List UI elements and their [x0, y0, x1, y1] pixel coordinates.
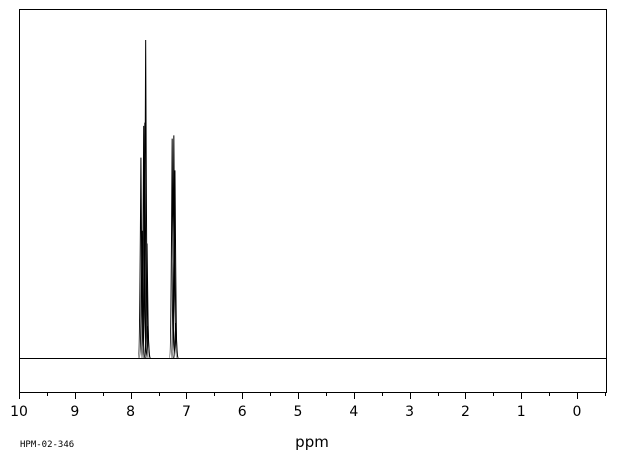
tick-label: 6	[238, 404, 247, 420]
plot-frame	[19, 9, 607, 393]
tick-label: 3	[405, 404, 414, 420]
tick-label: 5	[294, 404, 303, 420]
tick-label: 2	[461, 404, 470, 420]
spectrum-id-code: HPM-02-346	[20, 440, 74, 450]
spectrum-peak	[171, 170, 179, 359]
x-axis-title: ppm	[295, 433, 329, 451]
spectrum-peaks	[137, 39, 179, 359]
x-axis-tick-labels: 10 9 8 7 6 5 4 3 2 1 0	[10, 404, 581, 420]
tick-label: 10	[10, 404, 28, 420]
tick-label: 1	[517, 404, 526, 420]
tick-label: 9	[70, 404, 79, 420]
spectrum-peak	[142, 39, 149, 359]
spectrum-peak	[170, 135, 177, 359]
tick-label: 0	[573, 404, 582, 420]
tick-label: 4	[349, 404, 358, 420]
tick-label: 8	[126, 404, 135, 420]
spectrum-peak	[138, 230, 146, 359]
spectrum-peak	[144, 326, 152, 359]
spectrum-peak	[140, 125, 147, 359]
spectrum-peak	[172, 322, 179, 359]
x-axis-ticks	[19, 392, 606, 399]
tick-label: 7	[182, 404, 191, 420]
